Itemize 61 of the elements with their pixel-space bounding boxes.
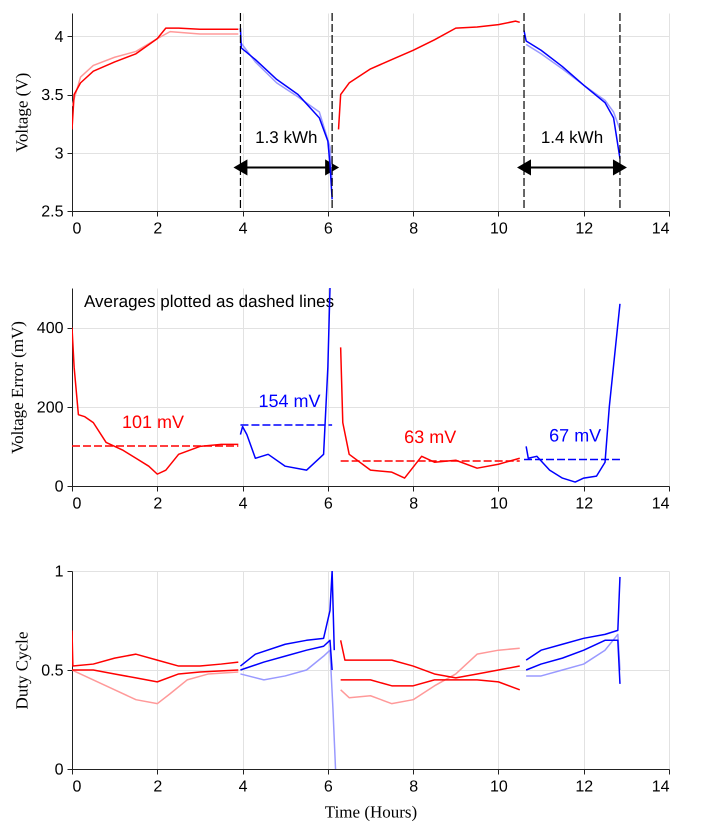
- x-tick-label: 12: [575, 778, 594, 796]
- x-tick-label: 10: [490, 496, 508, 512]
- line-series: [525, 634, 621, 677]
- x-tick-label: 0: [72, 778, 82, 796]
- x-tick-label: 0: [72, 496, 82, 512]
- x-tick-label: 4: [238, 496, 248, 512]
- x-tick-label: 6: [324, 220, 333, 238]
- x-tick-label: 4: [238, 778, 248, 796]
- x-tick-label: 2: [153, 496, 162, 512]
- data-label: 67 mV: [549, 425, 602, 446]
- data-label: 154 mV: [258, 391, 320, 412]
- x-tick-label: 8: [409, 220, 418, 238]
- x-tick-label: 12: [575, 220, 594, 238]
- y-axis-title: Voltage (V): [12, 72, 32, 152]
- line-series: [72, 30, 240, 107]
- line-series: [72, 669, 240, 704]
- data-label: 63 mV: [404, 427, 456, 448]
- x-tick-label: 10: [490, 778, 508, 796]
- annotation: 1.3 kWh: [255, 128, 318, 147]
- y-tick-label: 0: [54, 762, 64, 778]
- y-tick-label: 0.5: [41, 662, 64, 680]
- line-series: [72, 669, 240, 683]
- y-tick-label: 1: [54, 564, 64, 580]
- x-tick-label: 2: [153, 778, 162, 796]
- x-tick-label: 8: [409, 778, 418, 796]
- x-tick-label: 14: [652, 778, 670, 796]
- y-tick-label: 200: [36, 399, 64, 416]
- x-tick-label: 10: [490, 220, 508, 238]
- line-series: [240, 640, 333, 671]
- x-tick-label: 8: [409, 496, 418, 512]
- y-tick-label: 400: [36, 320, 64, 338]
- y-tick-label: 3: [54, 145, 64, 162]
- line-series: [340, 647, 520, 704]
- data-label: 101 mV: [122, 412, 184, 432]
- y-tick-label: 4: [54, 28, 64, 46]
- x-tick-label: 14: [652, 496, 670, 512]
- annotation: 1.4 kWh: [540, 128, 604, 147]
- line-series: [340, 346, 520, 479]
- line-series: [525, 303, 621, 483]
- y-tick-label: 3.5: [41, 87, 64, 104]
- line-series: [525, 640, 621, 685]
- x-tick-label: 12: [575, 496, 594, 512]
- x-tick-label: 6: [324, 496, 333, 512]
- x-tick-label: 14: [652, 220, 670, 238]
- x-tick-label: 4: [238, 220, 248, 238]
- x-tick-label: 6: [324, 778, 333, 796]
- y-tick-label: 0: [54, 478, 64, 496]
- line-series: [240, 571, 336, 667]
- x-tick-label: 2: [153, 220, 162, 238]
- y-tick-label: 2.5: [41, 204, 64, 220]
- line-series: [240, 649, 336, 769]
- line-series: [338, 20, 520, 130]
- x-tick-label: 0: [72, 220, 82, 238]
- y-axis-title: Voltage Error (mV): [8, 321, 27, 454]
- line-series: [72, 630, 240, 667]
- line-series: [240, 41, 333, 183]
- line-series: [72, 27, 240, 130]
- line-series: [525, 576, 621, 661]
- line-series: [525, 44, 621, 130]
- y-axis-title: Duty Cycle: [12, 632, 32, 710]
- x-axis-title: Time (Hours): [324, 802, 418, 822]
